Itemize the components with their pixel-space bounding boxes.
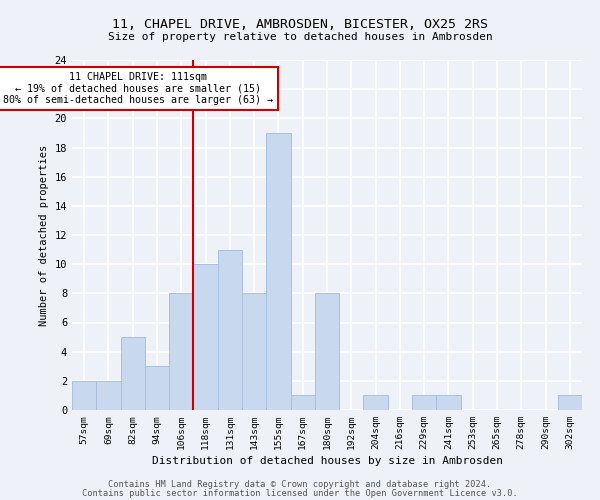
Bar [169,294,193,410]
Bar [193,264,218,410]
Bar [364,396,388,410]
Bar [558,396,582,410]
Bar [96,381,121,410]
Bar [218,250,242,410]
Bar [121,337,145,410]
Text: Size of property relative to detached houses in Ambrosden: Size of property relative to detached ho… [107,32,493,42]
Bar [266,133,290,410]
Bar [290,396,315,410]
Bar [412,396,436,410]
Text: 11 CHAPEL DRIVE: 111sqm
← 19% of detached houses are smaller (15)
80% of semi-de: 11 CHAPEL DRIVE: 111sqm ← 19% of detache… [2,72,272,105]
Bar [145,366,169,410]
Bar [436,396,461,410]
Bar [242,294,266,410]
Text: Contains HM Land Registry data © Crown copyright and database right 2024.: Contains HM Land Registry data © Crown c… [109,480,491,489]
Bar [72,381,96,410]
X-axis label: Distribution of detached houses by size in Ambrosden: Distribution of detached houses by size … [151,456,503,466]
Y-axis label: Number of detached properties: Number of detached properties [39,144,49,326]
Text: Contains public sector information licensed under the Open Government Licence v3: Contains public sector information licen… [82,489,518,498]
Text: 11, CHAPEL DRIVE, AMBROSDEN, BICESTER, OX25 2RS: 11, CHAPEL DRIVE, AMBROSDEN, BICESTER, O… [112,18,488,30]
Bar [315,294,339,410]
